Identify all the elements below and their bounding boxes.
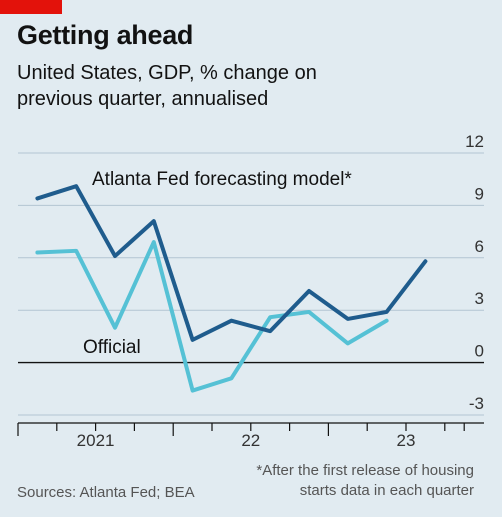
x-year-label: 23 — [397, 431, 416, 450]
sources-text: Sources: Atlanta Fed; BEA — [17, 484, 195, 501]
chart-subtitle: United States, GDP, % change on previous… — [17, 60, 457, 112]
y-tick-label: 6 — [475, 237, 484, 256]
footnote-line-2: starts data in each quarter — [299, 482, 474, 499]
y-tick-label: 9 — [475, 184, 484, 203]
footnote: *After the first release of housing star… — [204, 461, 474, 501]
y-tick-label: 0 — [475, 342, 484, 361]
y-tick-label: 12 — [465, 132, 484, 151]
series-line-atlanta-fed — [35, 184, 428, 342]
subtitle-line-2: previous quarter, annualised — [17, 88, 269, 110]
x-year-label: 2021 — [77, 431, 115, 450]
series-label-official: Official — [83, 337, 141, 358]
y-tick-label: 3 — [475, 289, 484, 308]
subtitle-line-1: United States, GDP, % change on — [17, 62, 317, 84]
chart-title: Getting ahead — [17, 20, 194, 50]
footnote-line-1: *After the first release of housing — [256, 462, 474, 479]
series-label-atlanta-fed: Atlanta Fed forecasting model* — [92, 169, 352, 190]
y-tick-label: -3 — [469, 394, 484, 413]
brand-tag — [0, 0, 62, 14]
x-year-label: 22 — [241, 431, 260, 450]
series-line-official — [35, 240, 389, 393]
